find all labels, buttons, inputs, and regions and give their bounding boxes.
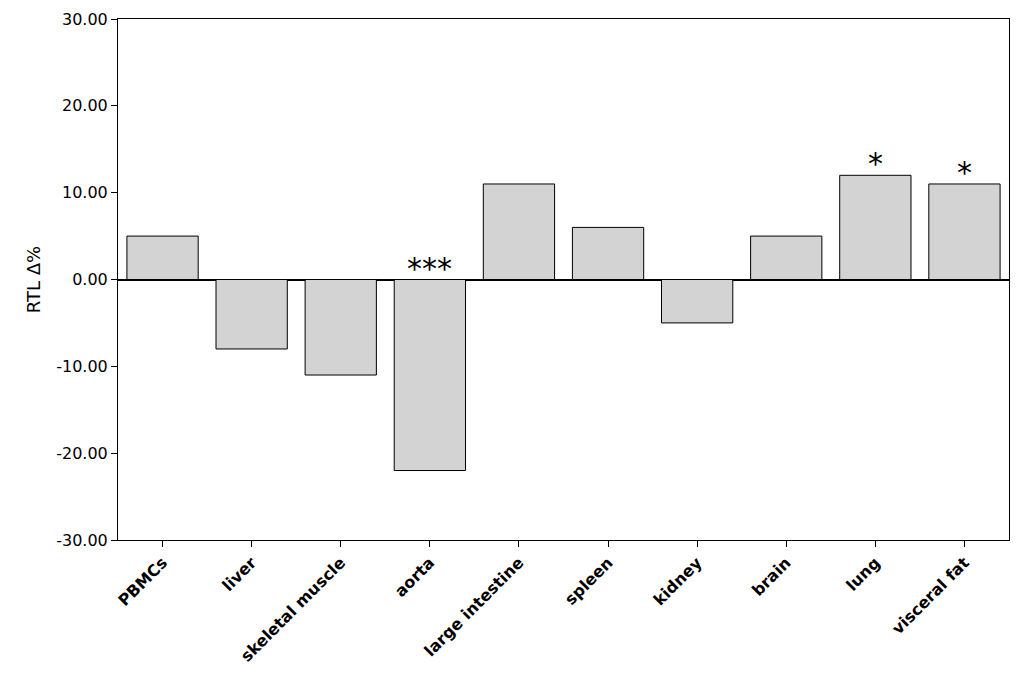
svg-text:*: * (957, 155, 972, 190)
svg-text:brain: brain (748, 553, 795, 600)
svg-text:*: * (868, 146, 883, 181)
svg-text:kidney: kidney (650, 553, 706, 609)
svg-text:RTL Δ%: RTL Δ% (23, 246, 44, 313)
svg-text:PBMCs: PBMCs (114, 553, 171, 610)
svg-text:10.00: 10.00 (62, 183, 108, 202)
svg-text:spleen: spleen (561, 553, 617, 609)
svg-text:***: *** (407, 251, 452, 286)
svg-text:lung: lung (842, 553, 884, 595)
svg-text:-20.00: -20.00 (56, 444, 108, 463)
svg-text:-10.00: -10.00 (56, 357, 108, 376)
svg-text:20.00: 20.00 (62, 96, 108, 115)
svg-text:30.00: 30.00 (62, 10, 108, 29)
svg-text:liver: liver (218, 553, 260, 595)
svg-text:-30.00: -30.00 (56, 531, 108, 550)
svg-text:large intestine: large intestine (420, 553, 527, 660)
svg-text:skeletal muscle: skeletal muscle (237, 553, 349, 665)
svg-text:visceral fat: visceral fat (888, 553, 973, 638)
svg-text:0.00: 0.00 (72, 270, 108, 289)
svg-text:aorta: aorta (391, 553, 438, 600)
